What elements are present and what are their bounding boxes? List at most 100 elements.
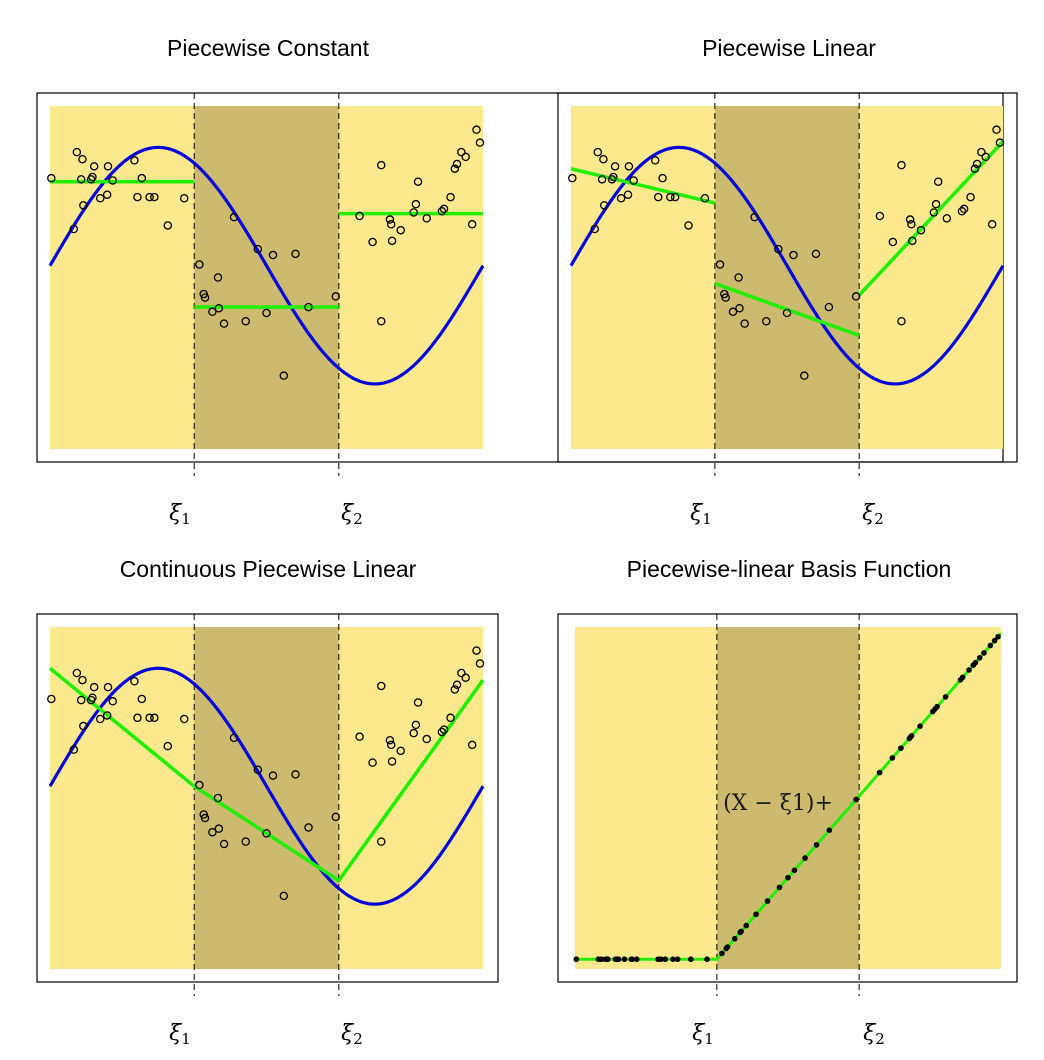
- panel-1-data-point-34: [291, 249, 300, 259]
- panel-1-region-right: [338, 106, 483, 449]
- panel-3-data-point-13: [108, 697, 118, 706]
- panel-3-data-point-24: [208, 827, 217, 837]
- panel-3-knot-1-subscript: 1: [181, 1030, 191, 1048]
- panel-2-plot: [557, 92, 1018, 476]
- panel-3-data-point-52: [450, 685, 460, 694]
- panel-4-basis-point-48: [942, 694, 949, 700]
- panel-3-data-point-55: [461, 673, 470, 682]
- panel-2-data-point-19: [684, 221, 693, 230]
- panel-3-data-point-26: [214, 824, 224, 833]
- panel-3-data-point-45: [409, 728, 418, 738]
- panel-2-data-point-40: [897, 160, 906, 170]
- panel-4-basis-point-29: [764, 898, 771, 904]
- panel-1-title: Piecewise Constant: [167, 35, 370, 61]
- panel-2-data-point-31: [782, 308, 792, 318]
- panel-1-data-point-40: [376, 160, 386, 170]
- panel-1-data-point-30: [253, 244, 263, 254]
- panel-1-data-point-9: [89, 162, 99, 171]
- panel-1-data-point-23: [200, 293, 210, 302]
- panel-1-data-point-41: [385, 215, 395, 224]
- panel-1-data-point-42: [386, 220, 396, 229]
- panel-3-data-point-44: [396, 746, 405, 756]
- panel-3-data-point-32: [268, 771, 278, 780]
- panel-1-true-function-line: [48, 145, 485, 386]
- panel-3-region-left: [50, 627, 195, 969]
- panel-1-data-point-29: [241, 317, 250, 326]
- panel-2-data-point-9: [610, 162, 620, 171]
- panel-2-data-point-53: [972, 159, 982, 169]
- panel-3-data-point-39: [376, 837, 386, 846]
- panel-3-data-point-41: [385, 735, 395, 745]
- panel-4-basis-point-56: [987, 642, 994, 649]
- panel-1-data-point-15: [133, 192, 142, 202]
- panel-2-data-point-23: [721, 293, 730, 302]
- panel-2-data-point-38: [888, 237, 898, 247]
- panel-4-basis-point-32: [791, 867, 798, 874]
- panel-3-data-point-54: [457, 668, 466, 678]
- panel-2-data-point-27: [740, 319, 749, 328]
- panel-2-region-right: [859, 106, 1003, 449]
- panel-2-data-point-57: [992, 125, 1001, 134]
- panel-3-data-point-18: [150, 713, 159, 723]
- panel-4-knot-1-label: ξ1: [692, 1021, 714, 1048]
- panel-1-data-point-48: [422, 214, 431, 223]
- panel-1-data-point-19: [163, 221, 173, 230]
- panel-4-basis-point-20: [704, 956, 710, 963]
- panel-4-basis-point-58: [995, 633, 1001, 640]
- panel-3-data-point-57: [472, 646, 481, 655]
- panel-2-data-point-32: [789, 250, 798, 260]
- panel-4-basis-point-30: [776, 884, 783, 891]
- panel-1-data-point-4: [76, 175, 86, 184]
- panel-3-data-point-50: [439, 725, 449, 734]
- panel-4-basis-point-23: [724, 944, 731, 950]
- panel-2-data-point-14: [650, 156, 660, 165]
- panel-2-data-point-11: [623, 190, 633, 199]
- panel-3-data-point-53: [452, 680, 462, 690]
- panel-1-data-point-58: [475, 138, 485, 147]
- panel-4-basis-point-40: [898, 745, 904, 751]
- panel-4-basis-point-44: [917, 723, 923, 729]
- panel-2-data-point-16: [658, 173, 667, 183]
- panel-2-region-middle: [714, 106, 860, 449]
- panel-2-data-point-15: [654, 192, 663, 202]
- panel-3-title: Continuous Piecewise Linear: [120, 556, 417, 582]
- panel-3-data-point-12: [103, 682, 113, 692]
- panel-4-basis-point-51: [966, 667, 972, 673]
- panel-1-data-point-3: [72, 147, 82, 157]
- panel-2-data-point-36: [851, 292, 861, 301]
- panel-2-data-point-8: [609, 172, 618, 182]
- panel-4-region-left: [575, 627, 717, 969]
- panel-1-knot-1-subscript: 1: [181, 510, 191, 528]
- panel-1-data-point-13: [108, 176, 118, 185]
- panel-3-data-point-56: [467, 740, 477, 750]
- panel-2-knot-1-subscript: 1: [702, 510, 712, 528]
- panel-4-basis-point-37: [876, 769, 883, 776]
- panel-1-data-point-14: [130, 156, 139, 165]
- panel-1-data-point-27: [219, 319, 229, 328]
- panel-1-data-point-21: [195, 260, 204, 269]
- panel-2-data-point-12: [624, 162, 634, 171]
- panel-2-data-point-47: [933, 177, 943, 186]
- panel-3-knot-2-label: ξ2: [341, 1021, 363, 1048]
- panel-4-basis-point-3: [598, 956, 605, 963]
- panel-2-data-point-30: [774, 244, 783, 254]
- panel-2-data-point-41: [905, 215, 915, 224]
- panel-3-data-point-46: [411, 720, 421, 730]
- panel-3-data-point-23: [200, 813, 210, 823]
- panel-2-knot-1-label: ξ1: [690, 501, 712, 528]
- panel-3-region-right: [338, 627, 483, 969]
- panel-1-data-point-5: [78, 154, 87, 164]
- panel-4-basis-point-33: [802, 855, 808, 861]
- panel-1-data-point-55: [461, 152, 470, 162]
- panel-1-data-point-2: [69, 224, 79, 234]
- panel-3-data-point-6: [79, 721, 88, 731]
- panel-2-data-point-18: [670, 192, 680, 202]
- panel-3-data-point-40: [376, 681, 386, 691]
- panel-3-data-point-36: [331, 812, 341, 822]
- panel-1-data-point-16: [137, 173, 147, 183]
- panel-4-basis-point-21: [719, 950, 725, 957]
- panel-2-data-point-35: [824, 302, 834, 312]
- panel-2-data-point-29: [762, 317, 771, 326]
- panel-2-data-point-33: [800, 371, 809, 380]
